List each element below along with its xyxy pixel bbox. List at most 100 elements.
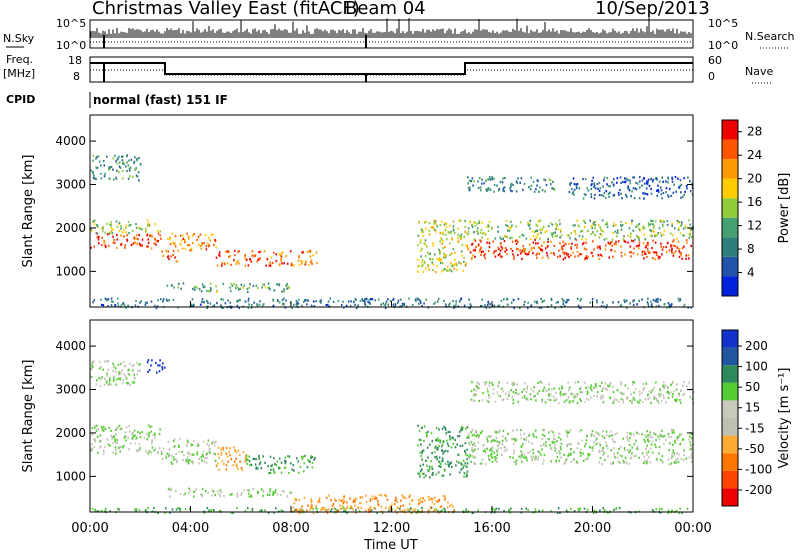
- range-cell: [367, 508, 370, 511]
- range-cell: [325, 509, 327, 512]
- range-cell: [136, 242, 138, 245]
- range-cell: [135, 226, 138, 229]
- range-cell: [613, 508, 615, 511]
- range-cell: [463, 256, 465, 259]
- range-cell: [179, 508, 181, 511]
- range-cell: [461, 444, 464, 447]
- range-cell: [423, 260, 426, 263]
- range-cell: [262, 304, 264, 307]
- range-cell: [417, 510, 420, 513]
- range-cell: [167, 250, 169, 253]
- range-cell: [158, 447, 161, 450]
- range-cell: [110, 304, 113, 307]
- range-cell: [484, 304, 486, 307]
- range-cell: [587, 255, 590, 258]
- range-cell: [541, 227, 544, 230]
- range-cell: [652, 257, 654, 260]
- range-cell: [145, 433, 148, 436]
- range-cell: [472, 454, 474, 458]
- range-cell: [607, 384, 609, 387]
- range-cell: [471, 225, 474, 229]
- range-cell: [451, 237, 453, 240]
- range-cell: [679, 442, 682, 445]
- range-cell: [606, 183, 608, 186]
- range-cell: [612, 255, 614, 258]
- range-cell: [126, 161, 128, 164]
- range-cell: [683, 234, 685, 237]
- range-cell: [268, 493, 271, 496]
- range-cell: [581, 238, 583, 241]
- range-cell: [208, 290, 210, 293]
- range-cell: [116, 378, 118, 381]
- range-cell: [418, 264, 420, 267]
- range-cell: [368, 299, 371, 302]
- range-cell: [443, 425, 445, 429]
- range-cell: [206, 456, 208, 460]
- range-cell: [582, 459, 585, 462]
- range-cell: [475, 430, 478, 434]
- range-cell: [556, 440, 558, 443]
- range-cell: [470, 460, 472, 463]
- range-cell: [133, 429, 136, 432]
- range-cell: [258, 463, 261, 466]
- range-cell: [620, 383, 622, 386]
- range-cell: [208, 509, 210, 512]
- range-cell: [573, 230, 575, 233]
- range-cell: [172, 298, 175, 301]
- range-cell: [487, 188, 490, 191]
- range-cell: [321, 507, 323, 510]
- range-cell: [201, 283, 204, 286]
- range-cell: [307, 299, 310, 302]
- range-cell: [307, 264, 310, 267]
- range-cell: [638, 241, 641, 244]
- range-cell: [630, 251, 632, 254]
- range-cell: [438, 251, 441, 254]
- range-cell: [135, 450, 138, 453]
- range-cell: [364, 509, 367, 512]
- range-cell: [651, 451, 654, 454]
- range-cell: [511, 396, 514, 399]
- range-cell: [566, 434, 568, 437]
- range-cell: [127, 436, 129, 439]
- range-cell: [92, 159, 94, 162]
- range-cell: [641, 433, 643, 436]
- range-cell: [672, 254, 675, 257]
- range-cell: [364, 302, 366, 305]
- range-cell: [565, 509, 568, 512]
- range-cell: [558, 387, 561, 390]
- range-cell: [491, 456, 494, 459]
- range-cell: [114, 242, 116, 245]
- range-cell: [599, 385, 601, 388]
- range-cell: [541, 400, 543, 403]
- range-cell: [128, 232, 130, 235]
- range-cell: [521, 454, 523, 458]
- range-cell: [525, 436, 528, 439]
- range-cell: [638, 299, 640, 302]
- range-cell: [550, 183, 552, 186]
- range-cell: [423, 425, 426, 428]
- range-cell: [586, 457, 589, 460]
- range-cell: [644, 252, 646, 255]
- range-cell: [415, 299, 417, 302]
- range-cell: [306, 250, 309, 253]
- range-cell: [246, 287, 249, 290]
- nave-tick-bottom: 0: [708, 70, 715, 83]
- range-cell: [501, 453, 503, 456]
- range-cell: [314, 456, 316, 460]
- range-cell: [394, 509, 397, 512]
- range-cell: [689, 223, 691, 226]
- range-cell: [627, 438, 629, 441]
- range-cell: [633, 443, 636, 446]
- range-cell: [495, 507, 498, 510]
- range-cell: [560, 248, 563, 251]
- range-cell: [446, 238, 448, 241]
- colorbar-tick-label: 4: [747, 266, 755, 280]
- range-cell: [319, 300, 321, 303]
- range-cell: [476, 230, 479, 233]
- range-cell: [458, 435, 461, 438]
- range-cell: [162, 362, 164, 365]
- range-cell: [487, 178, 489, 181]
- range-cell: [662, 180, 664, 183]
- range-cell: [120, 445, 122, 448]
- range-cell: [513, 383, 515, 386]
